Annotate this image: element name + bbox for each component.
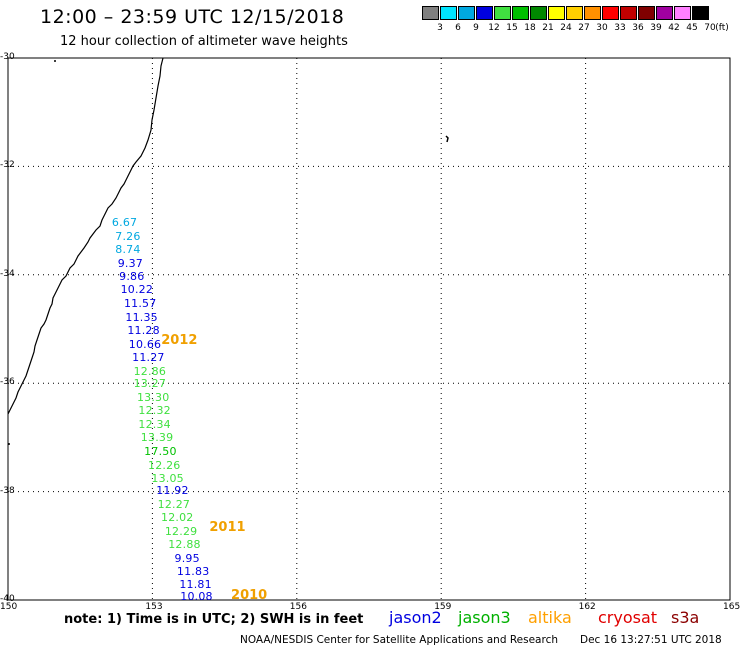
map-canvas: [7, 57, 731, 601]
wave-height-value: 12.32: [138, 404, 171, 418]
color-swatch-label: 9: [473, 23, 479, 33]
wave-height-value: 12.29: [164, 524, 198, 538]
color-swatch: [548, 6, 565, 20]
wave-height-value: 17.50: [144, 444, 177, 458]
latitude-label: -38: [0, 485, 15, 496]
color-swatch: [602, 6, 619, 20]
latitude-label: -40: [0, 594, 15, 604]
color-swatch-label: 42: [668, 23, 680, 33]
wave-height-value: 9.37: [117, 256, 143, 270]
wave-height-value: 10.22: [120, 283, 154, 297]
coastline: [7, 57, 164, 415]
color-swatch-label: 21: [542, 23, 554, 33]
latitude-label: -32: [0, 160, 15, 171]
wave-height-value: 11.81: [179, 577, 212, 591]
wave-height-value: 12.86: [133, 364, 167, 378]
wave-height-value: 9.95: [174, 551, 200, 565]
color-swatch: [422, 6, 439, 20]
color-swatch: [566, 6, 583, 20]
wave-height-value: 11.92: [156, 483, 189, 497]
wave-height-value: 13.05: [151, 472, 184, 486]
wave-height-value: 12.27: [157, 497, 191, 511]
longitude-label: 165: [723, 602, 740, 612]
longitude-label: 153: [145, 602, 163, 612]
footer-timestamp: Dec 16 13:27:51 UTC 2018: [580, 634, 722, 646]
longitude-label: 150: [0, 602, 18, 612]
wave-height-value: 12.02: [161, 511, 194, 525]
latitude-label: -34: [0, 268, 15, 279]
satellite-legend-jason2: jason2: [389, 608, 442, 627]
wave-height-value: 9.86: [119, 269, 145, 283]
wave-height-value: 11.27: [132, 351, 165, 365]
color-swatch: [638, 6, 655, 20]
legend-note: note: 1) Time is in UTC; 2) SWH is in fe…: [64, 612, 364, 627]
color-swatch: [692, 6, 709, 20]
wave-height-value: 11.57: [123, 296, 157, 310]
color-swatch: [476, 6, 493, 20]
latitude-label: -30: [0, 52, 15, 62]
color-swatch: [584, 6, 601, 20]
color-swatch: [530, 6, 547, 20]
wave-height-value: 8.74: [115, 243, 141, 257]
wave-height-value: 11.83: [176, 565, 210, 579]
map-subtitle: 12 hour collection of altimeter wave hei…: [60, 34, 348, 49]
longitude-label: 162: [578, 602, 596, 612]
color-swatch-label: 18: [524, 23, 536, 33]
wave-height-value: 12.88: [168, 538, 201, 552]
color-swatch-label: 15: [506, 23, 518, 33]
time-label: 2011: [209, 519, 246, 535]
satellite-legend-jason3: jason3: [458, 608, 511, 627]
wave-height-value: 7.26: [115, 229, 141, 243]
color-swatch: [620, 6, 637, 20]
wave-height-value: 6.67: [111, 216, 138, 230]
wave-height-value: 11.35: [125, 310, 158, 324]
color-swatch: [494, 6, 511, 20]
latitude-label: -36: [0, 377, 15, 388]
coast-speck: [8, 443, 10, 445]
color-swatch: [674, 6, 691, 20]
satellite-legend-cryosat: cryosat: [598, 608, 658, 627]
color-swatch-label: 39: [650, 23, 662, 33]
color-swatch-label: 45: [686, 23, 698, 33]
wave-height-value: 12.26: [148, 458, 181, 472]
color-swatch-label: 33: [614, 23, 626, 33]
color-swatch: [512, 6, 529, 20]
wave-height-value: 11.28: [127, 324, 160, 338]
satellite-legend-s3a: s3a: [671, 608, 700, 627]
wave-height-value: 12.34: [138, 417, 171, 431]
longitude-label: 156: [289, 602, 307, 612]
lord-howe-island: [445, 135, 449, 143]
color-swatch-label: 36: [632, 23, 644, 33]
color-swatch-label: 27: [578, 23, 590, 33]
wave-height-value: 10.66: [128, 337, 162, 351]
color-swatch: [458, 6, 475, 20]
color-swatch-label: 3: [437, 23, 443, 33]
color-swatch-label: 70: [704, 23, 716, 33]
coast-speck: [54, 60, 56, 62]
wave-height-value: 13.30: [136, 390, 170, 404]
time-label: 2012: [161, 332, 198, 348]
color-swatch-label: 30: [596, 23, 608, 33]
time-label: 2010: [231, 588, 268, 604]
color-scale-unit: (ft): [715, 23, 729, 33]
longitude-label: 159: [434, 602, 452, 612]
map-frame: [7, 57, 731, 601]
color-swatch-label: 6: [455, 23, 461, 33]
color-swatch-label: 12: [488, 23, 500, 33]
color-swatch: [440, 6, 457, 20]
wave-height-value: 13.39: [140, 431, 174, 445]
footer-credit: NOAA/NESDIS Center for Satellite Applica…: [240, 634, 558, 646]
wave-height-value: 10.08: [180, 590, 213, 604]
map-area: 150 153 156 159 162 165 -30 -32 -34 -36 -38 -40 6.67…: [0, 52, 740, 612]
satellite-legend-altika: altika: [528, 608, 572, 627]
wave-height-value: 13.27: [133, 377, 167, 391]
color-swatch-label: 24: [560, 23, 572, 33]
map-title: 12:00 – 23:59 UTC 12/15/2018: [40, 6, 345, 28]
graticule: [8, 58, 730, 600]
color-swatch: [656, 6, 673, 20]
